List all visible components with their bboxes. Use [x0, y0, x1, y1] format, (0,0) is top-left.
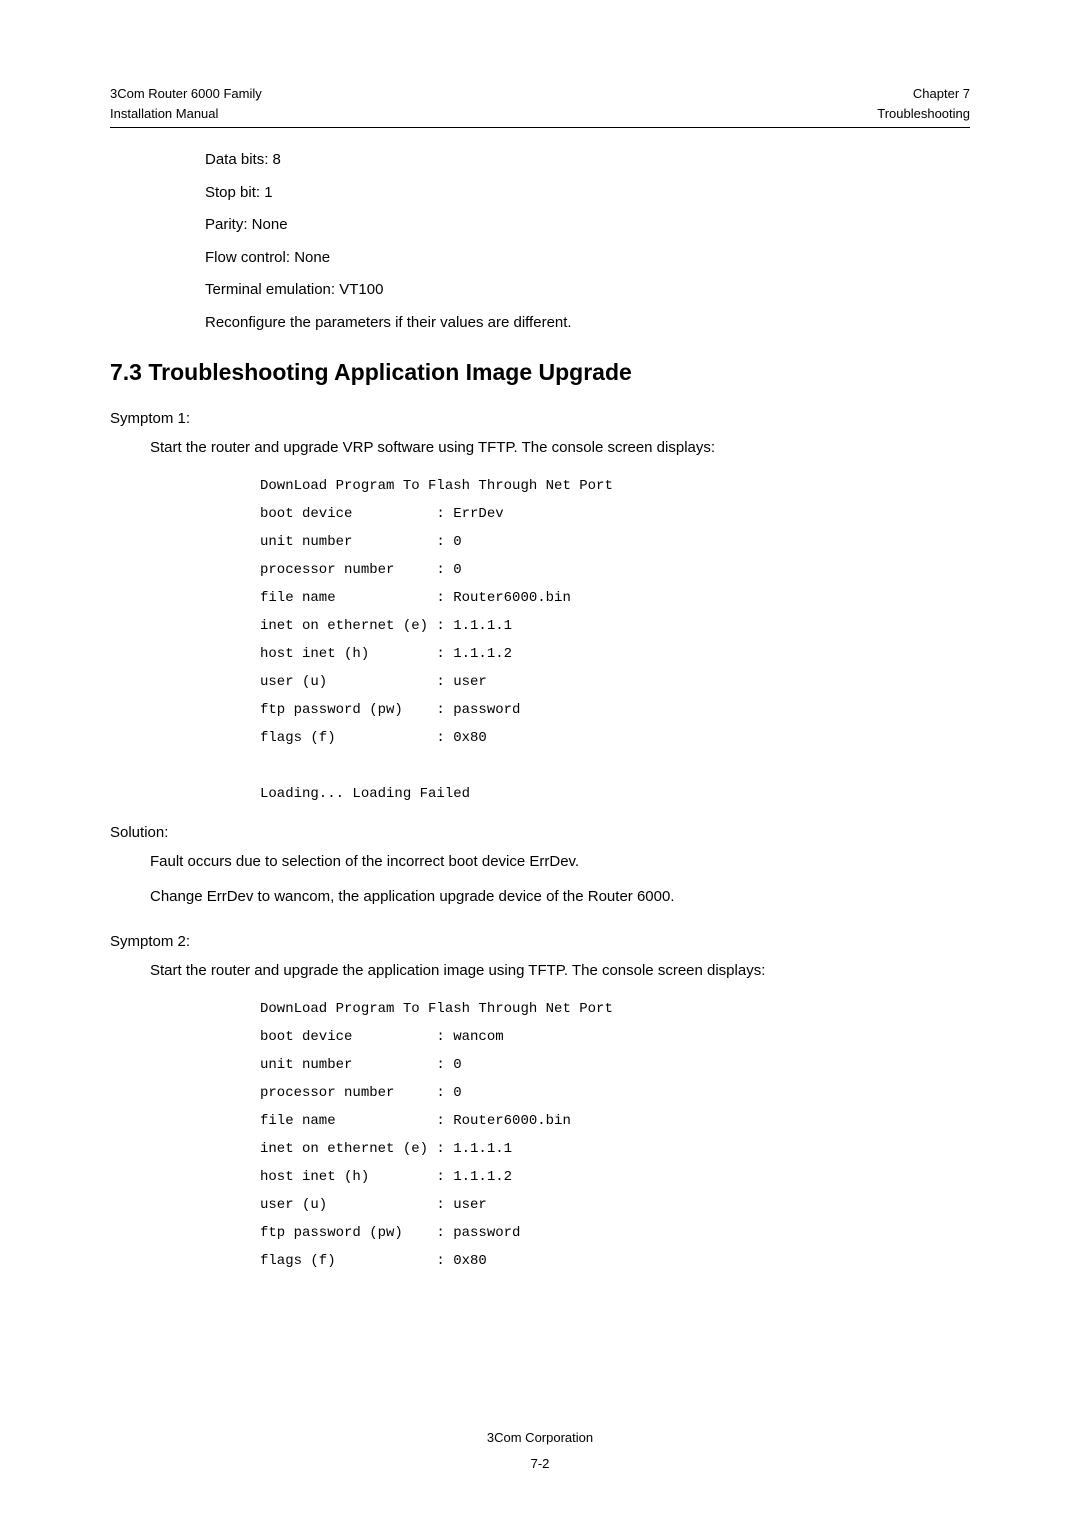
- header-left-line2: Installation Manual: [110, 104, 262, 124]
- symptom2-text: Start the router and upgrade the applica…: [150, 960, 970, 981]
- solution-line1: Fault occurs due to selection of the inc…: [150, 851, 970, 872]
- intro-line-4: Flow control: None: [205, 244, 970, 273]
- header-rule: [110, 127, 970, 128]
- symptom2-code: DownLoad Program To Flash Through Net Po…: [260, 995, 970, 1275]
- intro-line-1: Data bits: 8: [205, 146, 970, 175]
- header-right-line1: Chapter 7: [877, 84, 970, 104]
- intro-line-6: Reconfigure the parameters if their valu…: [205, 309, 970, 338]
- intro-line-5: Terminal emulation: VT100: [205, 276, 970, 305]
- page-header: 3Com Router 6000 Family Installation Man…: [110, 84, 970, 127]
- solution-line2: Change ErrDev to wancom, the application…: [150, 886, 970, 907]
- page-footer: 3Com Corporation 7-2: [0, 1425, 1080, 1477]
- solution-label: Solution:: [110, 824, 970, 841]
- intro-line-3: Parity: None: [205, 211, 970, 240]
- header-right: Chapter 7 Troubleshooting: [877, 84, 970, 123]
- symptom1-label: Symptom 1:: [110, 410, 970, 427]
- symptom1-code: DownLoad Program To Flash Through Net Po…: [260, 472, 970, 808]
- footer-page: 7-2: [0, 1451, 1080, 1477]
- header-right-line2: Troubleshooting: [877, 104, 970, 124]
- section-title: 7.3 Troubleshooting Application Image Up…: [110, 359, 970, 386]
- header-left-line1: 3Com Router 6000 Family: [110, 84, 262, 104]
- footer-corp: 3Com Corporation: [0, 1425, 1080, 1451]
- header-left: 3Com Router 6000 Family Installation Man…: [110, 84, 262, 123]
- symptom1-text: Start the router and upgrade VRP softwar…: [150, 437, 970, 458]
- intro-line-2: Stop bit: 1: [205, 179, 970, 208]
- symptom2-label: Symptom 2:: [110, 933, 970, 950]
